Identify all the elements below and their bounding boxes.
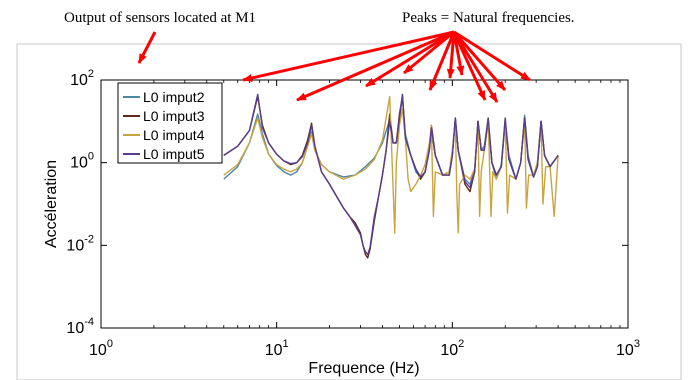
legend-label: L0 imput2: [143, 89, 205, 105]
annotation-arrow: [403, 30, 455, 75]
series-line-4: [223, 93, 559, 256]
legend-label: L0 imput3: [143, 108, 205, 124]
x-tick-label: 100: [89, 338, 113, 359]
legend-label: L0 imput4: [143, 127, 205, 143]
left-annotation: Output of sensors located at M1: [64, 10, 256, 26]
y-tick-label: 10-2: [66, 233, 94, 254]
annotation-arrows: [137, 30, 531, 103]
right-annotation: Peaks = Natural frequencies.: [402, 10, 575, 26]
x-tick-label: 101: [265, 338, 289, 359]
x-tick-label: 103: [616, 338, 640, 359]
legend: L0 imput2 L0 imput3 L0 imput4 L0 imput5: [117, 82, 223, 164]
annotation-arrow: [365, 30, 455, 88]
annotation-arrow: [137, 31, 157, 64]
annotation-arrow: [452, 31, 487, 101]
annotation-arrow: [446, 31, 456, 79]
annotation-arrow: [242, 30, 455, 82]
y-tick-label: 102: [70, 68, 94, 89]
annotation-arrow: [428, 31, 456, 91]
annotation-arrow: [452, 31, 499, 103]
axis-ticks: 100 101 102 103 10-4 10-2 100 102: [66, 68, 640, 359]
y-tick-label: 10-4: [66, 316, 94, 337]
x-axis-label: Frequence (Hz): [308, 360, 419, 377]
x-tick-label: 102: [440, 338, 464, 359]
y-tick-label: 100: [70, 151, 94, 172]
series-layer: [223, 93, 559, 259]
legend-label: L0 imput5: [143, 146, 205, 162]
y-axis-label: Accéleration: [43, 160, 60, 248]
annotation-arrow: [452, 31, 507, 91]
annotation-arrow: [296, 30, 455, 102]
annotation-arrow: [452, 31, 465, 76]
annotation-arrow: [453, 30, 531, 82]
